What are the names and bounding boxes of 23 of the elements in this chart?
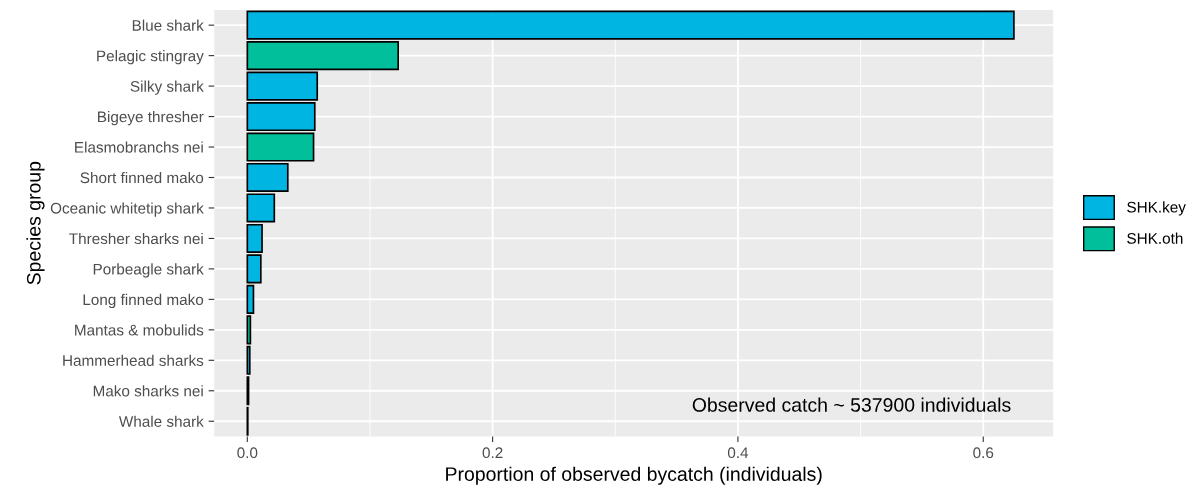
x-tick-label: 0.6 xyxy=(973,447,994,459)
x-tick-label: 0.0 xyxy=(237,447,258,459)
y-tick-label: Whale shark xyxy=(118,415,204,427)
y-tick-label: Short finned mako xyxy=(80,171,204,184)
x-tick-label: 0.2 xyxy=(482,447,503,459)
y-tick-label: Elasmobranchs nei xyxy=(75,141,203,153)
y-tick-label: Oceanic whitetip shark xyxy=(50,202,204,217)
y-tick-label: Blue shark xyxy=(132,19,204,31)
x-axis-title: Proportion of observed bycatch (individuals) xyxy=(446,466,822,485)
legend-label: SHK.oth xyxy=(1127,232,1183,244)
y-tick-label: Long finned mako xyxy=(83,293,204,309)
y-tick-label: Silky shark xyxy=(130,80,204,95)
y-axis-title: Species group xyxy=(26,161,45,285)
x-tick-label: 0.4 xyxy=(727,447,749,459)
y-tick-label: Porbeagle shark xyxy=(93,263,204,278)
y-tick-label: Thresher sharks nei xyxy=(69,232,203,245)
y-tick-label: Mantas & mobulids xyxy=(75,324,204,336)
y-tick-label: Mako sharks nei xyxy=(93,385,203,397)
y-tick-label: Bigeye thresher xyxy=(98,111,204,126)
y-tick-label: Hammerhead sharks xyxy=(63,354,204,366)
legend-label: SHK.key xyxy=(1127,201,1186,216)
y-tick-label: Pelagic stingray xyxy=(97,50,204,65)
annotation: Observed catch ~ 537900 individuals xyxy=(692,397,1011,412)
